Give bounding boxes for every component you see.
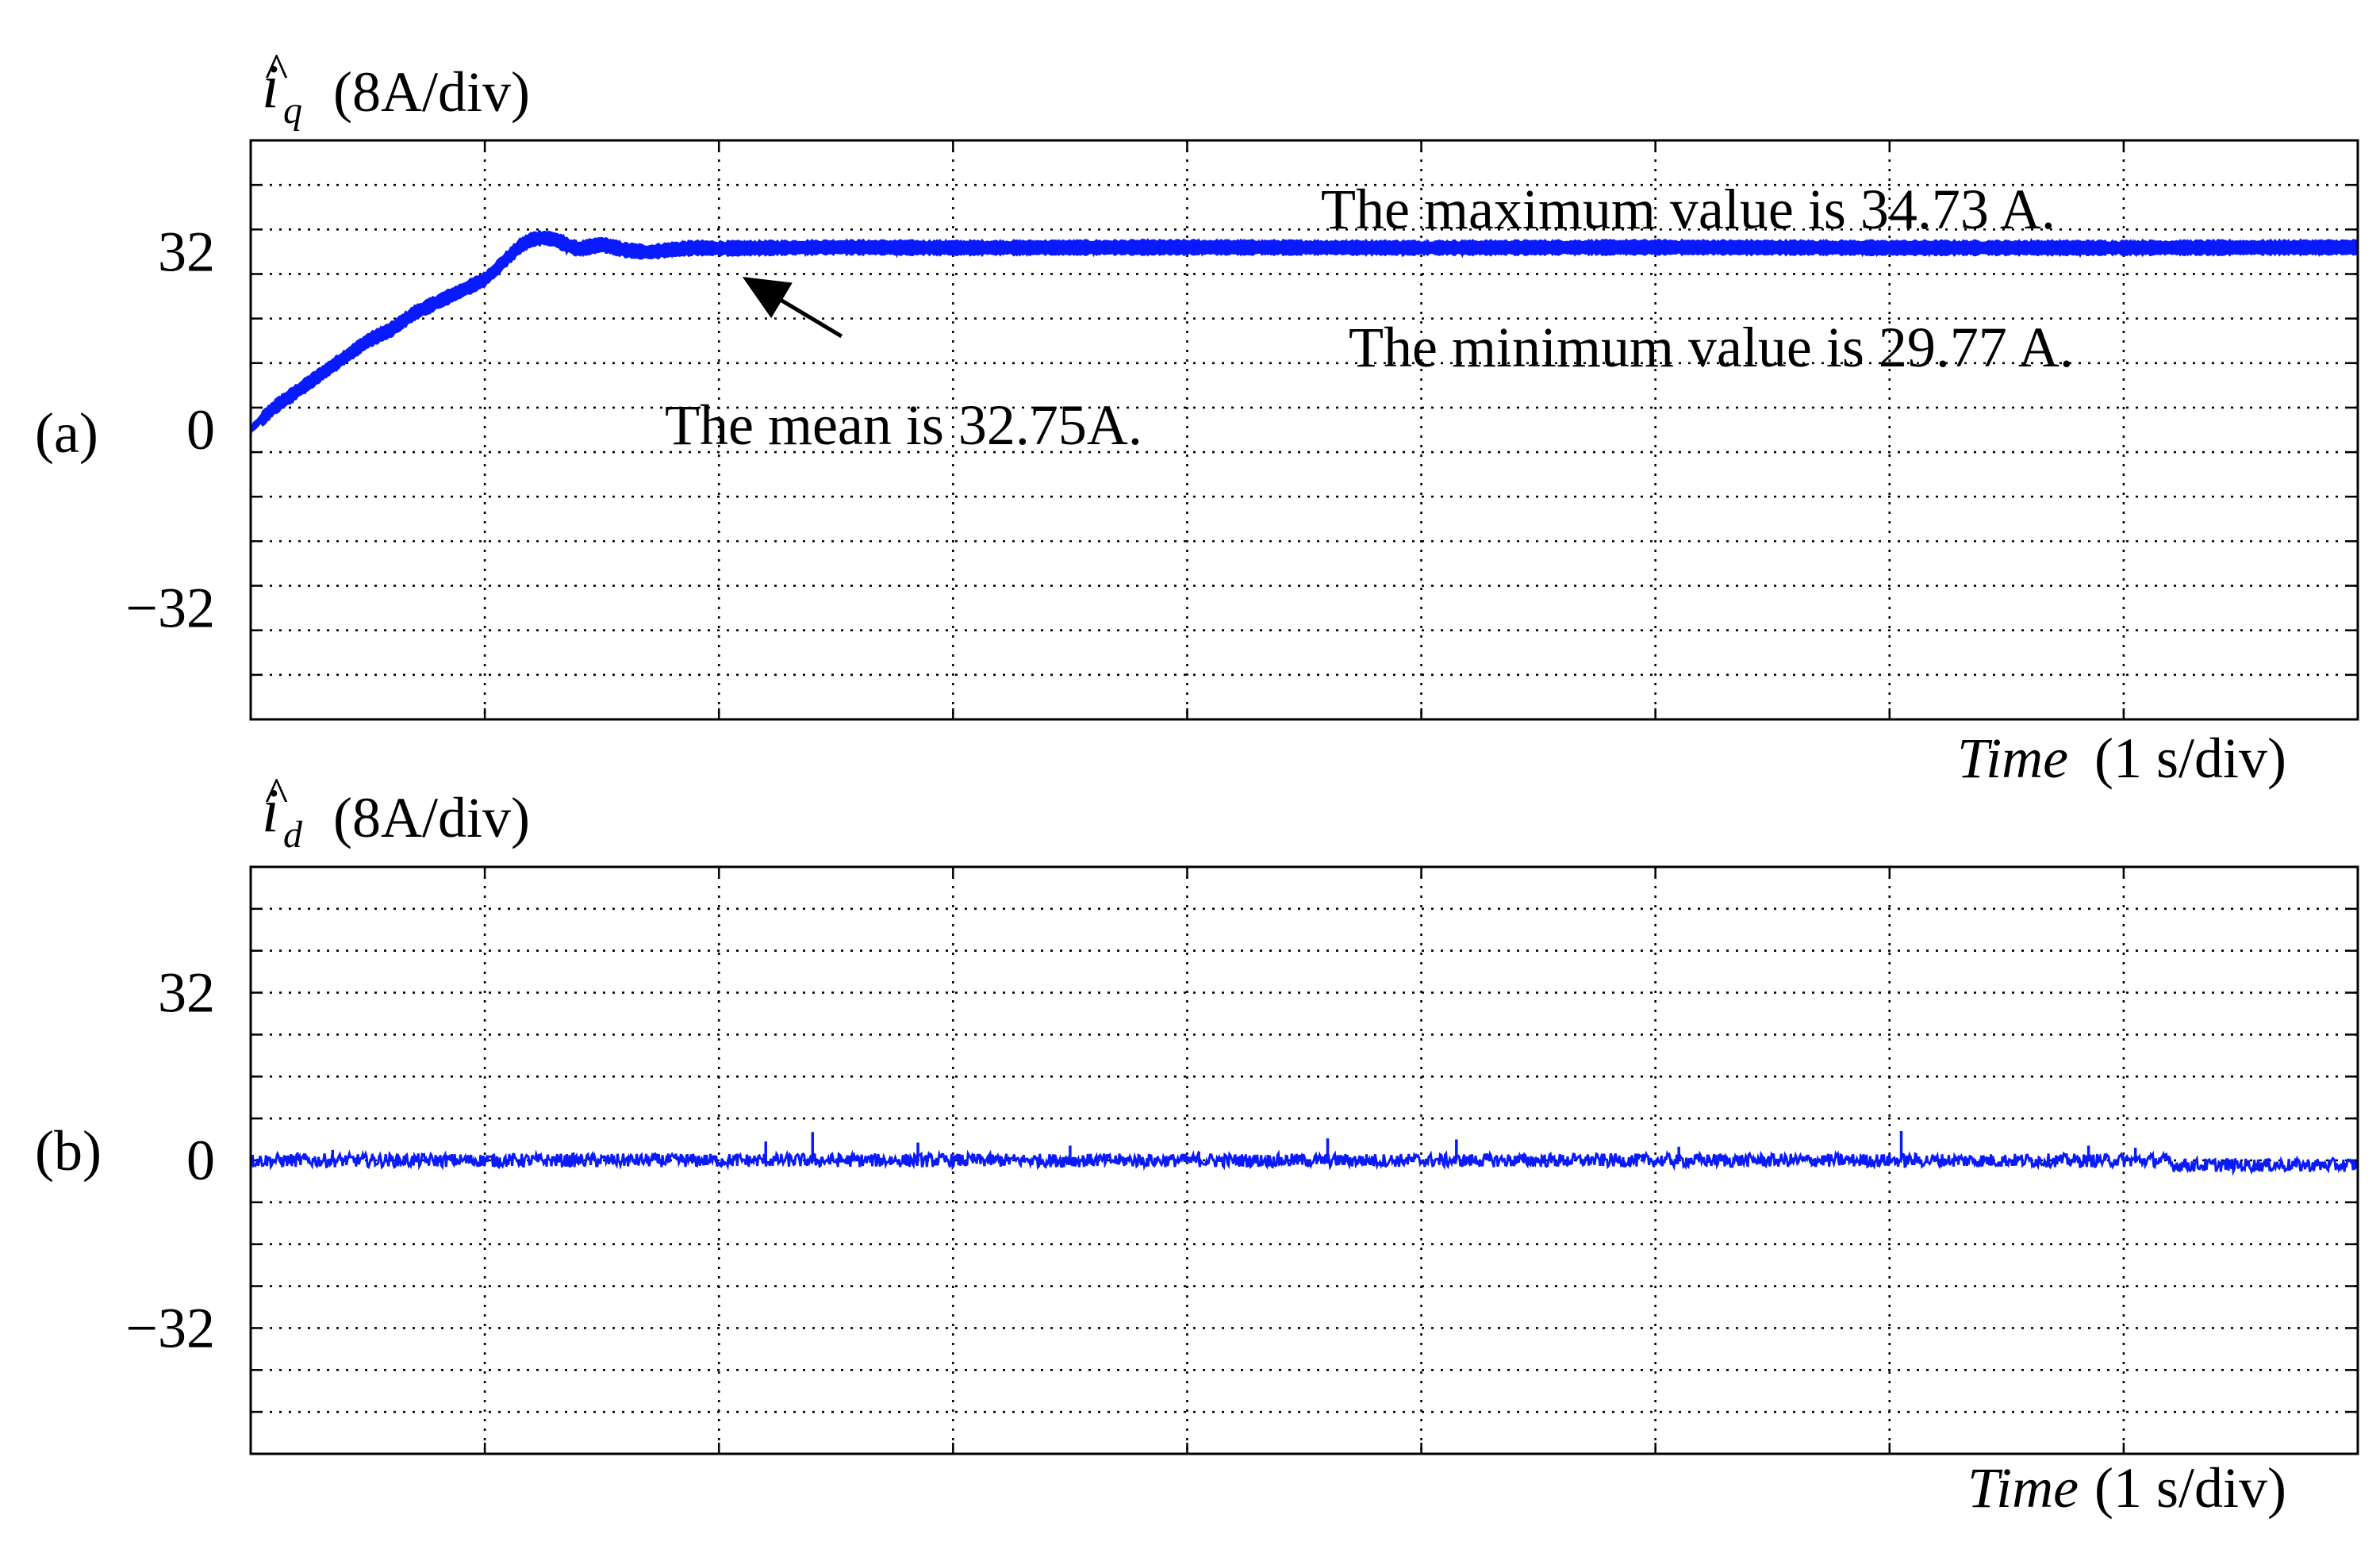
plot-frame-a bbox=[249, 139, 2359, 721]
y-label-units-b: (8A/div) bbox=[333, 786, 530, 849]
y-tick-label: 0 bbox=[186, 398, 215, 462]
x-label-time-a: Time bbox=[1957, 727, 2068, 790]
y-tick-label: 32 bbox=[158, 220, 215, 283]
y-label-symbol-a: i bbox=[262, 52, 279, 121]
x-label-units-a: (1 s/div) bbox=[2094, 727, 2286, 790]
panel-label-b: (b) bbox=[35, 1119, 102, 1183]
plot-area-b bbox=[249, 1131, 2359, 1176]
x-label-units-b: (1 s/div) bbox=[2094, 1456, 2286, 1520]
x-label-a: Time (1 s/div) bbox=[1957, 727, 2286, 790]
panel-b: 32 0 −32 (b) ^ i d (8A/div) Time (1 s/div) bbox=[35, 769, 2359, 1520]
y-label-units-a: (8A/div) bbox=[333, 60, 530, 124]
y-tick-label: 0 bbox=[186, 1129, 215, 1192]
plot-frame-b bbox=[249, 865, 2359, 1455]
annotation-minimum: The minimum value is 29.77 A. bbox=[1349, 316, 2074, 379]
x-label-b: Time (1 s/div) bbox=[1967, 1456, 2286, 1520]
y-tick-label: −32 bbox=[125, 577, 215, 640]
grid-b bbox=[251, 867, 2358, 1454]
annotation-maximum: The maximum value is 34.73 A. bbox=[1321, 178, 2056, 241]
annotation-mean-arrow bbox=[742, 276, 843, 339]
y-tick-labels-b: 32 0 −32 bbox=[125, 961, 215, 1360]
y-label-subscript-a: q bbox=[283, 90, 302, 132]
panel-label-a: (a) bbox=[35, 401, 98, 465]
x-label-time-b: Time bbox=[1967, 1456, 2079, 1520]
arrow-head bbox=[742, 276, 793, 319]
y-tick-label: 32 bbox=[158, 961, 215, 1025]
iq-trace bbox=[249, 229, 2359, 433]
y-label-a: ^ i q (8A/div) bbox=[262, 44, 530, 132]
annotation-mean: The mean is 32.75A. bbox=[665, 393, 1142, 457]
y-tick-label: −32 bbox=[125, 1296, 215, 1359]
y-label-hat-b: ^ bbox=[265, 769, 288, 822]
y-label-subscript-b: d bbox=[283, 814, 303, 856]
grid-a bbox=[251, 140, 2358, 719]
id-trace bbox=[249, 1149, 2359, 1176]
y-label-b: ^ i d (8A/div) bbox=[262, 769, 530, 856]
y-label-symbol-b: i bbox=[262, 776, 279, 845]
y-tick-labels-a: 32 0 −32 bbox=[125, 220, 215, 639]
y-label-hat-a: ^ bbox=[265, 44, 288, 98]
panel-a: 32 0 −32 (a) ^ i q (8A/div) Time (1 s/div)… bbox=[35, 44, 2359, 790]
